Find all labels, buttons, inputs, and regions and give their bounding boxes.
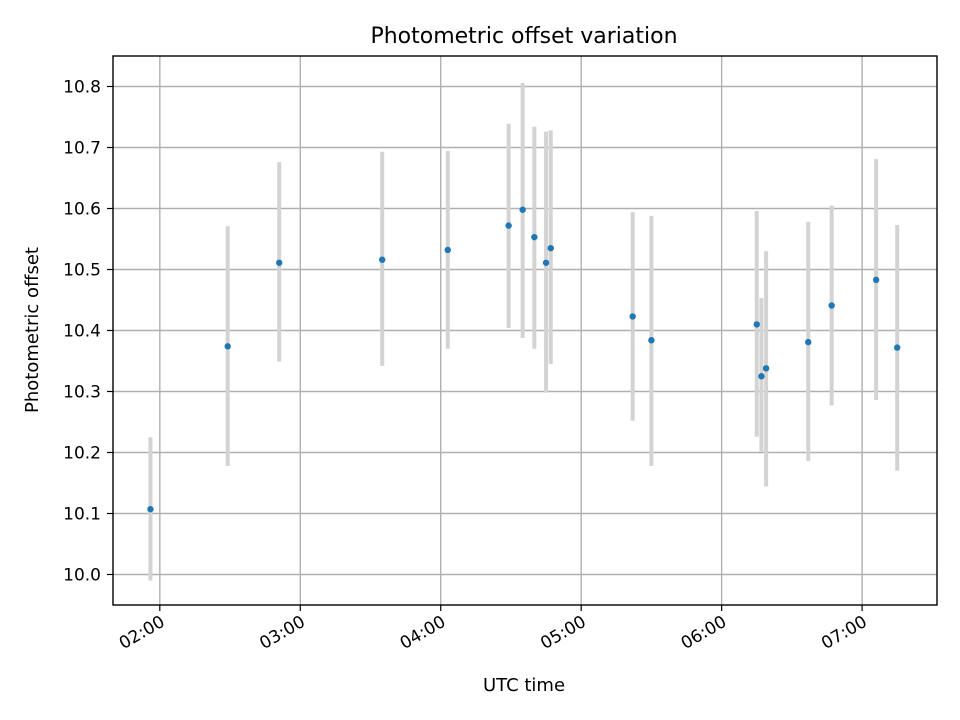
y-tick-label: 10.8 — [63, 78, 101, 98]
x-tick-label: 02:00 — [116, 612, 168, 654]
y-axis-label: Photometric offset — [22, 247, 43, 413]
data-point — [444, 246, 451, 254]
data-point — [828, 302, 835, 309]
data-point — [805, 338, 812, 346]
data-point — [762, 365, 770, 372]
y-tick-label: 10.1 — [63, 505, 101, 525]
error-bars — [148, 82, 900, 581]
y-axis-ticks: 10.0 10.1 10.2 10.3 10.4 10.5 10.6 10.7 10.8 — [63, 78, 113, 586]
data-point — [519, 206, 526, 213]
x-tick-label: 06:00 — [678, 612, 730, 654]
y-tick-label: 10.2 — [63, 444, 101, 464]
y-tick-label: 10.7 — [63, 139, 101, 159]
grid — [113, 56, 937, 605]
data-point — [648, 337, 655, 344]
data-point — [224, 343, 231, 350]
data-point — [629, 313, 636, 320]
y-tick-label: 10.3 — [63, 383, 101, 403]
x-axis-ticks: 02:00 03:00 04:00 05:00 06:00 07:00 — [116, 605, 871, 654]
data-point — [547, 244, 554, 252]
x-tick-label: 07:00 — [818, 612, 870, 654]
data-point — [147, 506, 154, 513]
y-tick-label: 10.6 — [63, 200, 101, 220]
data-point — [872, 276, 880, 284]
data-point — [505, 222, 512, 229]
y-tick-label: 10.4 — [63, 322, 101, 342]
data-point — [758, 373, 765, 380]
x-tick-label: 05:00 — [537, 612, 589, 654]
chart-title: Photometric offset variation — [370, 24, 677, 49]
data-point — [531, 233, 538, 241]
data-point — [753, 321, 760, 328]
data-point — [894, 344, 901, 351]
x-axis-label: UTC time — [483, 675, 565, 696]
data-points — [147, 206, 901, 513]
data-point — [542, 259, 550, 266]
y-tick-label: 10.0 — [63, 566, 101, 586]
data-point — [276, 259, 283, 266]
x-tick-label: 04:00 — [397, 612, 449, 654]
y-tick-label: 10.5 — [63, 261, 101, 281]
x-tick-label: 03:00 — [256, 612, 308, 654]
data-point — [379, 256, 386, 263]
